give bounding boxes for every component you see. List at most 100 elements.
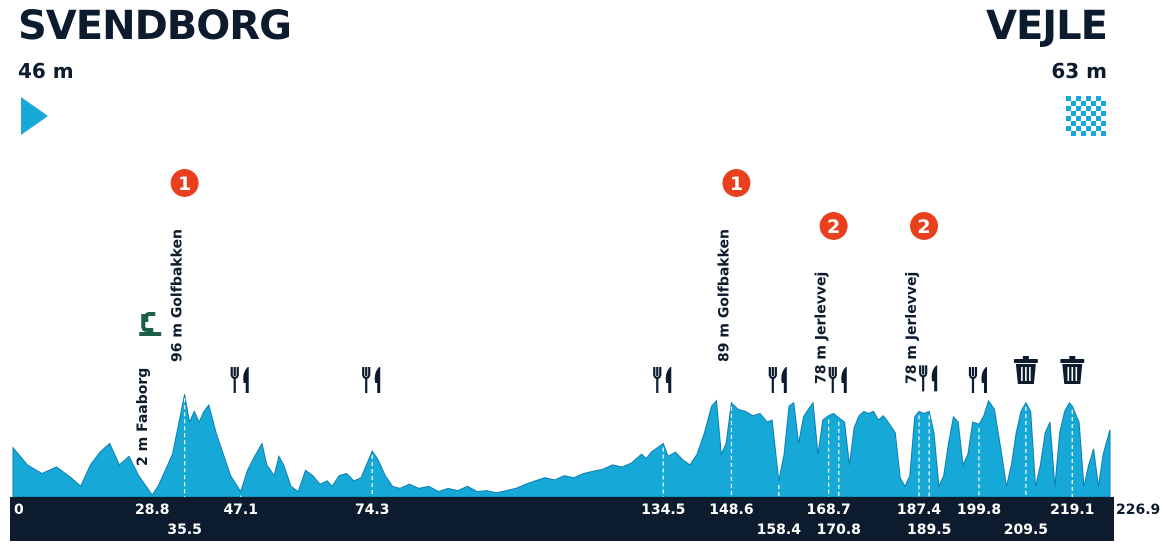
checker-square xyxy=(1086,121,1091,126)
checker-square xyxy=(1066,111,1071,116)
checker-square xyxy=(1076,121,1081,126)
distance-tick-label: 28.8 xyxy=(135,502,170,518)
checker-square xyxy=(1081,116,1086,121)
bin-lid xyxy=(1060,359,1085,363)
start-elevation: 46 m xyxy=(18,59,74,83)
feed-zone-icon xyxy=(968,367,987,393)
checker-square xyxy=(1081,121,1086,126)
checker-square xyxy=(1086,126,1091,131)
checker-square xyxy=(1086,131,1091,136)
checker-square xyxy=(1101,111,1106,116)
checker-square xyxy=(1076,131,1081,136)
distance-tick-label: 74.3 xyxy=(355,502,390,518)
checker-square xyxy=(1091,126,1096,131)
distance-tick-label: 47.1 xyxy=(223,502,258,518)
sprint-icon-bar xyxy=(139,332,162,336)
checker-square xyxy=(1066,101,1071,106)
sprint-label: 2 m Faaborg xyxy=(135,368,151,466)
checker-square xyxy=(1101,131,1106,136)
checker-square xyxy=(1101,121,1106,126)
checker-square xyxy=(1091,131,1096,136)
finish-city: VEJLE xyxy=(986,3,1108,49)
distance-tick-label: 226.9 xyxy=(1116,502,1160,518)
fork-icon xyxy=(653,367,662,393)
checker-square xyxy=(1066,96,1071,101)
distance-tick-label: 219.1 xyxy=(1050,502,1094,518)
distance-tick-label: 0 xyxy=(14,502,24,518)
start-city: SVENDBORG xyxy=(18,3,292,49)
distance-tick-label: 148.6 xyxy=(709,502,753,518)
checker-square xyxy=(1081,126,1086,131)
checker-square xyxy=(1101,101,1106,106)
climb-label: 78 m Jerlevvej xyxy=(814,272,830,384)
knife-icon xyxy=(243,367,249,393)
checker-square xyxy=(1081,96,1086,101)
intermediate-sprint-icon xyxy=(139,312,162,336)
checker-square xyxy=(1096,106,1101,111)
bin-handle xyxy=(1069,356,1076,359)
checker-square xyxy=(1081,101,1086,106)
distance-tick-label: 134.5 xyxy=(641,502,685,518)
bin-handle xyxy=(1022,356,1029,359)
knife-icon xyxy=(931,365,938,392)
climb-label: 78 m Jerlevvej xyxy=(904,272,920,384)
checker-square xyxy=(1081,131,1086,136)
climb-category-number: 2 xyxy=(917,216,930,238)
checker-square xyxy=(1071,121,1076,126)
waste-zone-icon xyxy=(1013,356,1038,384)
checker-square xyxy=(1096,101,1101,106)
profile-area xyxy=(12,394,1111,498)
climb-category-number: 1 xyxy=(178,173,191,195)
checker-square xyxy=(1066,131,1071,136)
sprint-icon-stroke xyxy=(141,312,156,332)
checker-square xyxy=(1081,111,1086,116)
checker-square xyxy=(1091,96,1096,101)
feed-zone-icon xyxy=(768,367,787,393)
fork-icon xyxy=(768,367,777,393)
checker-square xyxy=(1071,101,1076,106)
checker-square xyxy=(1071,106,1076,111)
distance-tick-label: 158.4 xyxy=(757,522,802,538)
climb-category-number: 1 xyxy=(730,173,743,195)
distance-tick-label: 170.8 xyxy=(817,522,861,538)
checker-square xyxy=(1096,126,1101,131)
checkered-flag-icon xyxy=(1066,96,1106,136)
fork-icon xyxy=(919,365,928,392)
bin-lines xyxy=(1067,367,1078,381)
checker-square xyxy=(1076,116,1081,121)
distance-tick-label: 199.8 xyxy=(957,502,1001,518)
feed-zone-icon xyxy=(230,367,249,393)
checker-square xyxy=(1071,131,1076,136)
checker-square xyxy=(1076,111,1081,116)
knife-icon xyxy=(981,367,987,393)
checker-square xyxy=(1086,101,1091,106)
feed-zone-icon xyxy=(919,365,938,392)
checker-square xyxy=(1076,101,1081,106)
climb-label: 89 m Golfbakken xyxy=(716,229,732,362)
checker-square xyxy=(1101,116,1106,121)
fork-icon xyxy=(362,367,371,393)
checker-square xyxy=(1091,106,1096,111)
distance-axis-bar xyxy=(10,497,1114,541)
feed-zone-icon xyxy=(828,367,847,393)
checker-square xyxy=(1096,131,1101,136)
distance-tick-label: 35.5 xyxy=(167,522,202,538)
climb-label: 96 m Golfbakken xyxy=(170,229,186,362)
fork-icon xyxy=(230,367,239,393)
climb-category-number: 2 xyxy=(827,216,840,238)
checker-square xyxy=(1096,111,1101,116)
distance-tick-label: 209.5 xyxy=(1004,522,1048,538)
checker-square xyxy=(1091,111,1096,116)
distance-tick-label: 187.4 xyxy=(897,502,942,518)
feed-zone-icon xyxy=(362,367,381,393)
bin-lines xyxy=(1021,367,1031,381)
finish-elevation: 63 m xyxy=(1051,59,1107,83)
checker-square xyxy=(1091,116,1096,121)
checker-square xyxy=(1066,106,1071,111)
climb-category-badge xyxy=(819,212,848,240)
checker-square xyxy=(1081,106,1086,111)
knife-icon xyxy=(665,367,672,393)
checker-square xyxy=(1101,126,1106,131)
checker-square xyxy=(1066,116,1071,121)
